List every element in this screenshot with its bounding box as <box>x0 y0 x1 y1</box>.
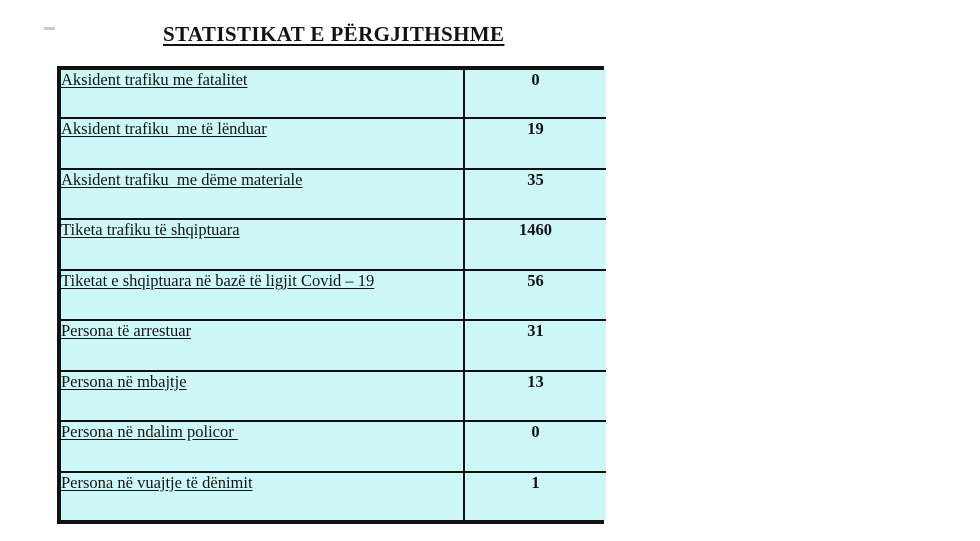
row-value: 1460 <box>519 220 552 240</box>
table-row: Persona në ndalim policor 0 <box>61 421 606 472</box>
table-row: Tiketat e shqiptuara në bazë të ligjit C… <box>61 269 606 321</box>
row-value-cell: 35 <box>464 168 606 220</box>
row-label: Persona në ndalim policor <box>61 422 238 442</box>
row-value: 31 <box>527 321 544 341</box>
row-value-cell: 0 <box>464 70 606 119</box>
row-value-cell: 0 <box>464 421 606 472</box>
row-label-cell: Aksident trafiku me fatalitet <box>61 70 465 119</box>
row-label: Aksident trafiku me dëme materiale <box>61 169 303 189</box>
statistics-table: Aksident trafiku me fatalitet 0 Aksident… <box>61 70 606 520</box>
row-label: Tiketa trafiku të shqiptuara <box>61 220 240 240</box>
row-value-cell: 1460 <box>464 219 606 270</box>
row-value-cell: 31 <box>464 320 606 371</box>
table-row: Tiketa trafiku të shqiptuara 1460 <box>61 219 606 270</box>
row-label-cell: Persona të arrestuar <box>61 320 465 371</box>
row-label-cell: Tiketa trafiku të shqiptuara <box>61 219 465 270</box>
row-label: Aksident trafiku me fatalitet <box>61 70 248 89</box>
table-row: Persona në mbajtje 13 <box>61 370 606 422</box>
row-value-cell: 19 <box>464 118 606 169</box>
table-row: Aksident trafiku me fatalitet 0 <box>61 70 606 119</box>
page-title: STATISTIKAT E PËRGJITHSHME <box>163 22 505 46</box>
table-row: Persona të arrestuar 31 <box>61 320 606 371</box>
table-row: Persona në vuajtje të dënimit 1 <box>61 471 606 520</box>
row-label-cell: Persona në vuajtje të dënimit <box>61 471 465 520</box>
row-label: Persona në vuajtje të dënimit <box>61 472 253 492</box>
row-label-cell: Tiketat e shqiptuara në bazë të ligjit C… <box>61 269 465 321</box>
row-label-cell: Persona në mbajtje <box>61 370 465 422</box>
row-value: 0 <box>531 70 540 89</box>
row-label: Persona të arrestuar <box>61 321 192 341</box>
row-value-cell: 1 <box>464 471 606 520</box>
row-value: 19 <box>527 119 544 139</box>
scan-artifact-dash <box>44 27 55 30</box>
row-label: Aksident trafiku me të lënduar <box>61 119 267 139</box>
row-label-cell: Aksident trafiku me dëme materiale <box>61 168 465 220</box>
row-value: 1 <box>531 472 540 492</box>
table-row: Aksident trafiku me dëme materiale 35 <box>61 168 606 220</box>
row-label: Tiketat e shqiptuara në bazë të ligjit C… <box>61 270 375 290</box>
row-value: 13 <box>527 371 544 391</box>
statistics-table-container: Aksident trafiku me fatalitet 0 Aksident… <box>57 66 606 524</box>
row-value: 0 <box>531 422 540 442</box>
row-label-cell: Aksident trafiku me të lënduar <box>61 118 465 169</box>
row-label-cell: Persona në ndalim policor <box>61 421 465 472</box>
statistics-table-body: Aksident trafiku me fatalitet 0 Aksident… <box>61 70 606 520</box>
row-value: 56 <box>527 270 544 290</box>
row-value-cell: 56 <box>464 269 606 321</box>
row-label: Persona në mbajtje <box>61 371 187 391</box>
row-value-cell: 13 <box>464 370 606 422</box>
row-value: 35 <box>527 169 544 189</box>
table-row: Aksident trafiku me të lënduar 19 <box>61 118 606 169</box>
